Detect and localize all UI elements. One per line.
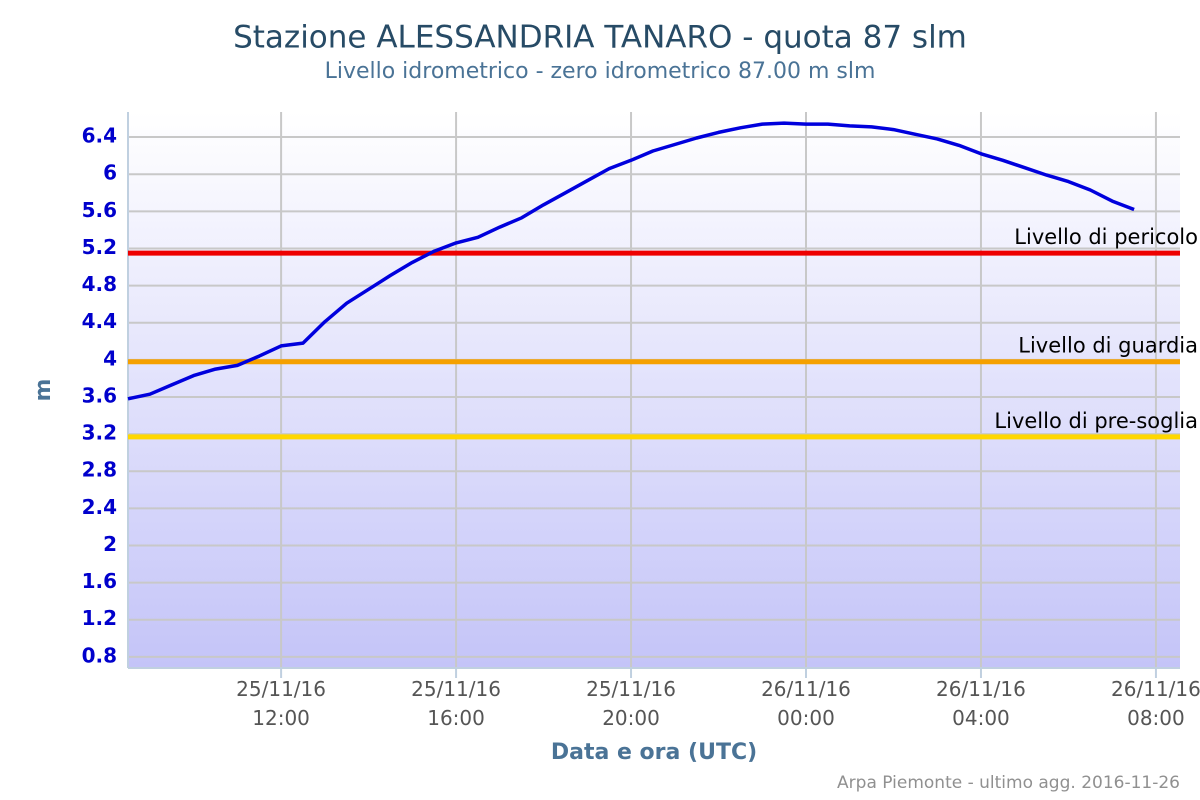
y-tick-label: 3.2 <box>82 421 117 445</box>
threshold-label: Livello di pericolo <box>1014 225 1198 249</box>
y-tick-label: 2 <box>103 532 117 556</box>
chart-title: Stazione ALESSANDRIA TANARO - quota 87 s… <box>233 20 967 56</box>
y-tick-label: 6.4 <box>82 124 117 148</box>
x-axis-title: Data e ora (UTC) <box>551 740 757 765</box>
y-tick-label: 6 <box>103 161 117 185</box>
threshold-label: Livello di pre-soglia <box>994 409 1198 433</box>
y-axis-title: m <box>31 379 56 402</box>
x-tick-label: 25/11/16 12:00 <box>236 677 326 730</box>
chart-subtitle: Livello idrometrico - zero idrometrico 8… <box>325 59 876 84</box>
y-tick-label: 2.8 <box>82 458 117 482</box>
x-tick-label: 25/11/16 16:00 <box>411 677 501 730</box>
y-tick-label: 5.6 <box>82 198 117 222</box>
credits: Arpa Piemonte - ultimo agg. 2016-11-26 <box>837 773 1180 793</box>
data-line <box>127 121 1135 401</box>
y-tick-label: 1.2 <box>82 606 117 630</box>
x-tick-label: 26/11/16 08:00 <box>1111 677 1200 730</box>
y-tick-label: 4.8 <box>82 272 117 296</box>
y-tick-label: 3.6 <box>82 383 117 407</box>
threshold-label: Livello di guardia <box>1018 334 1198 358</box>
y-tick-label: 2.4 <box>82 495 117 519</box>
x-tick-label: 26/11/16 04:00 <box>936 677 1026 730</box>
y-tick-label: 1.6 <box>82 569 117 593</box>
x-tick-label: 26/11/16 00:00 <box>761 677 851 730</box>
y-tick-label: 4 <box>103 346 117 370</box>
y-tick-label: 0.8 <box>82 643 117 667</box>
y-tick-label: 4.4 <box>82 309 117 333</box>
y-tick-label: 5.2 <box>82 235 117 259</box>
plot-area <box>128 112 1180 668</box>
x-tick-label: 25/11/16 20:00 <box>586 677 676 730</box>
